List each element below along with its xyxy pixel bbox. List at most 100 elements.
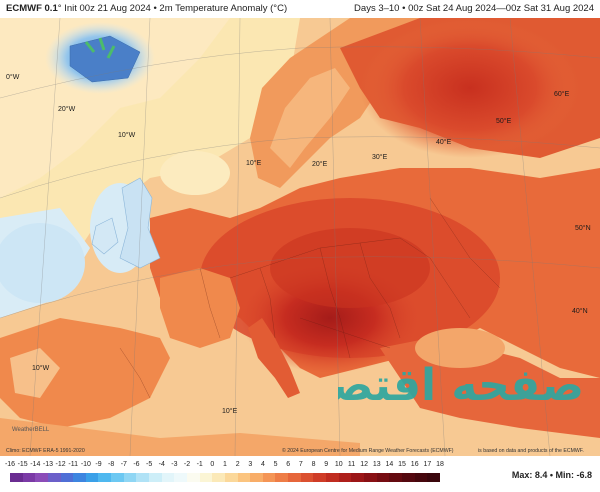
france [160, 268, 240, 348]
scale-swatch [313, 473, 327, 482]
anomaly-map: 0°W 20°W 10°W 10°E 20°E 30°E 40°E 50°E 6… [0, 18, 600, 456]
portugal-cool [10, 348, 60, 398]
scale-tick-label: 15 [398, 461, 406, 468]
scale-bar [10, 473, 440, 482]
scale-tick-label: 17 [423, 461, 432, 468]
watermark-text: صفحه اقتصاد [338, 360, 584, 411]
scale-tick-label: -8 [108, 461, 115, 468]
italy [248, 318, 300, 398]
lon-label-20e: 20°E [312, 160, 328, 168]
poland-hot-band [270, 228, 430, 308]
black-sea [415, 328, 505, 368]
scale-swatch [98, 473, 112, 482]
scale-tick-label: -9 [95, 461, 102, 468]
scale-tick-label: -10 [80, 461, 91, 468]
scale-swatch [174, 473, 187, 482]
scale-tick-label: 8 [311, 461, 316, 468]
sweden-interior [270, 68, 350, 168]
scale-tick-label: -15 [17, 461, 28, 468]
valid-range: Days 3–10 • 00z Sat 24 Aug 2024—00z Sat … [354, 3, 594, 14]
scale-tick-label: 16 [410, 461, 419, 468]
degree-mark: ° [57, 3, 62, 14]
scale-tick-label: -14 [30, 461, 41, 468]
scale-tick-label: -5 [145, 461, 153, 468]
scale-swatch [401, 473, 415, 482]
scale-swatch [224, 473, 238, 482]
scale-tick-label: 3 [248, 461, 253, 468]
scale-tick-label: 14 [385, 461, 394, 468]
scale-swatch [363, 473, 377, 482]
scale-tick-label: -12 [55, 461, 66, 468]
country-borders [119, 197, 501, 399]
map-canvas: 0°W 20°W 10°W 10°E 20°E 30°E 40°E 50°E 6… [0, 18, 600, 456]
scale-swatch [338, 473, 352, 482]
header-left: ECMWF 0.1° Init 00z 21 Aug 2024 • 2m Tem… [6, 3, 287, 14]
scale-tick-label: -6 [133, 461, 140, 468]
lon-label-30e: 30°E [372, 153, 388, 161]
scale-tick-label: -11 [68, 461, 79, 468]
lon-label-10w-bottom: 10°W [32, 364, 50, 372]
scale-swatch [300, 473, 314, 482]
scale-tick-label: 5 [273, 461, 278, 468]
license-credit: is based on data and products of the ECM… [478, 448, 584, 454]
lat-label-50n: 50°N [575, 224, 591, 232]
header-bar: ECMWF 0.1° Init 00z 21 Aug 2024 • 2m Tem… [0, 0, 600, 18]
watermark-logo: صفحه اقتصاد [292, 330, 588, 460]
scale-tick-label: -16 [4, 461, 16, 468]
lon-label-0w: 0°W [6, 73, 20, 81]
graticule [0, 18, 600, 456]
climo-credit: Climo: ECMWF ERA-5 1991-2020 [6, 448, 85, 454]
scale-tick-label: -13 [42, 461, 53, 468]
scale-swatch [149, 473, 162, 482]
scale-tick-label: 0 [210, 461, 215, 468]
scale-tick-label: -7 [120, 461, 127, 468]
scale-tick-label: 7 [298, 461, 303, 468]
scale-tick-label: 9 [324, 461, 329, 468]
scale-tick-label: 18 [436, 461, 444, 468]
lon-label-10e-top: 10°E [246, 159, 262, 167]
scale-swatch [199, 473, 213, 482]
scale-tick-label: -1 [196, 461, 203, 468]
scale-tick-label: 4 [260, 461, 265, 468]
scale-swatch [47, 473, 61, 482]
scale-swatch [10, 473, 23, 482]
scale-swatch [111, 473, 124, 482]
scale-swatch [136, 473, 150, 482]
init-text: Init 00z 21 Aug 2024 • 2m Temperature An… [64, 3, 288, 14]
iberia [0, 318, 170, 428]
scale-swatch [85, 473, 99, 482]
color-scale: -16 -15 -14 -13 -12 -11 -10 -9 -8 -7 -6 -5 -4 -3 -2 -1 0… [5, 456, 444, 492]
iceland-green-spots [84, 37, 116, 59]
scale-swatch [73, 473, 86, 482]
scale-labels: -16 -15 -14 -13 -12 -11 -10 -9 -8 -7 -6 -5 -4 -3 -2 -1 0… [5, 461, 444, 471]
scale-swatch [414, 473, 428, 482]
scale-swatch [186, 473, 200, 482]
ireland [91, 217, 119, 255]
lon-label-20w: 20°W [58, 105, 76, 113]
scale-swatch [212, 473, 225, 482]
scale-tick-label: 13 [372, 461, 381, 468]
scale-tick-label: 6 [286, 461, 291, 468]
scale-swatch [237, 473, 251, 482]
scale-swatch [389, 473, 402, 482]
scale-tick-label: 1 [223, 461, 227, 468]
scale-swatch [35, 473, 48, 482]
scale-swatch [351, 473, 364, 482]
lon-label-50e: 50°E [496, 117, 512, 125]
scale-swatch [60, 473, 74, 482]
scale-tick-label: -4 [158, 461, 165, 468]
lon-label-10e-bottom: 10°E [222, 407, 238, 415]
lat-label-40n: 40°N [572, 307, 588, 315]
scale-swatch [326, 473, 339, 482]
lon-label-40e: 40°E [436, 138, 452, 146]
max-min-stats: Max: 8.4 • Min: -6.8 [511, 470, 592, 480]
scale-swatch [288, 473, 301, 482]
north-sea-patch [160, 151, 230, 195]
scale-tick-label: 12 [360, 461, 369, 468]
lon-label-10w: 10°W [118, 131, 136, 139]
atlantic-cool-patch [0, 223, 85, 303]
scale-swatch [22, 473, 36, 482]
scale-swatch [427, 473, 440, 482]
copyright-credit: © 2024 European Centre for Medium Range … [282, 448, 454, 454]
